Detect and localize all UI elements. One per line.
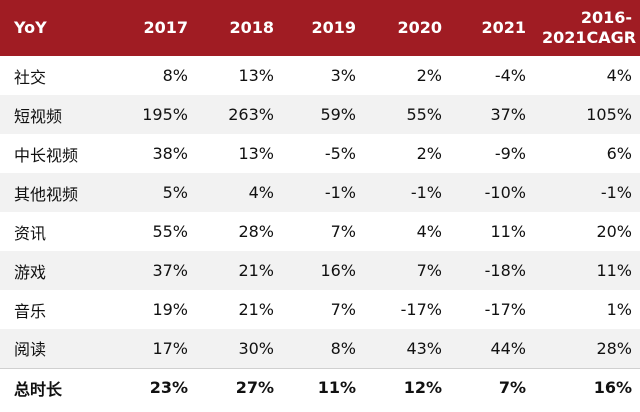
value-cell: 55% [152,222,188,241]
value-cell: 19% [152,300,188,319]
header-text: 2017 [143,18,188,37]
row-label-cell: 资讯 [14,223,47,243]
value-cell: 7% [330,222,356,241]
value-cell: 21% [238,300,274,319]
value-cell: 4% [416,222,442,241]
value-cell: 20% [596,222,632,241]
value-cell: 59% [320,105,356,124]
value-cell: 6% [606,144,632,163]
value-cell: -10% [484,183,526,202]
value-cell: 16% [320,261,356,280]
value-cell: 27% [235,378,274,398]
row-label-cell: 短视频 [14,106,63,126]
row-label-cell: 其他视频 [14,184,79,204]
value-cell: 13% [238,144,274,163]
header-text: 2018 [229,18,274,37]
header-text: 2020 [397,18,442,37]
header-cell-6: 2016- 2021CAGR [534,0,640,56]
table-header-row: YoY 2017 2018 2019 2020 2021 2016- 2021CAGR [0,0,640,56]
value-cell: 12% [403,378,442,398]
value-cell: 8% [162,66,188,85]
value-cell: 11% [317,378,356,398]
value-cell: 38% [152,144,188,163]
value-cell: 2% [416,66,442,85]
value-cell: 44% [490,338,526,358]
value-cell: 28% [238,222,274,241]
value-cell: 263% [228,105,274,124]
value-cell: 37% [490,105,526,124]
value-cell: 4% [606,66,632,85]
value-cell: -17% [484,300,526,319]
value-cell: -9% [494,144,526,163]
value-cell: 55% [406,105,442,124]
value-cell: -18% [484,261,526,280]
table-row: 社交 8% 13% 3% 2% -4% 4% [0,56,640,95]
value-cell: 11% [490,222,526,241]
value-cell: 7% [498,378,526,398]
header-cell-2: 2018 [196,0,282,56]
table-row: 阅读 17% 30% 8% 43% 44% 28% [0,329,640,368]
value-cell: 2% [416,144,442,163]
value-cell: -1% [600,183,632,202]
value-cell: 13% [238,66,274,85]
value-cell: 11% [596,261,632,280]
row-label-cell: 阅读 [14,340,47,360]
header-cell-3: 2019 [282,0,364,56]
header-cell-5: 2021 [450,0,534,56]
value-cell: 4% [248,183,274,202]
value-cell: 195% [142,105,188,124]
row-label-cell: 总时长 [14,379,63,399]
table-row: 其他视频 5% 4% -1% -1% -10% -1% [0,173,640,212]
table-body: 社交 8% 13% 3% 2% -4% 4% 短视频 195% 263% 59% 55% 37% 105%… [0,56,640,407]
value-cell: -17% [400,300,442,319]
table-row: 游戏 37% 21% 16% 7% -18% 11% [0,251,640,290]
value-cell: 17% [152,338,188,358]
value-cell: 28% [596,338,632,358]
row-label-cell: 社交 [14,67,47,87]
value-cell: 5% [162,183,188,202]
table-row: 短视频 195% 263% 59% 55% 37% 105% [0,95,640,134]
value-cell: -1% [324,183,356,202]
value-cell: 1% [606,300,632,319]
value-cell: 21% [238,261,274,280]
table-row: 音乐 19% 21% 7% -17% -17% 1% [0,290,640,329]
value-cell: -5% [324,144,356,163]
value-cell: 7% [330,300,356,319]
value-cell: 105% [586,105,632,124]
table-row: 中长视频 38% 13% -5% 2% -9% 6% [0,134,640,173]
value-cell: -4% [494,66,526,85]
value-cell: 30% [238,338,274,358]
value-cell: 23% [149,378,188,398]
table-row: 资讯 55% 28% 7% 4% 11% 20% [0,212,640,251]
header-cell-label: YoY [0,0,112,56]
header-text: YoY [14,18,47,37]
header-text: 2021CAGR [542,28,637,47]
value-cell: 8% [330,338,356,358]
header-cell-4: 2020 [364,0,450,56]
value-cell: 37% [152,261,188,280]
header-text: 2016- [580,8,632,27]
header-text: 2021 [481,18,526,37]
value-cell: 3% [330,66,356,85]
header-cell-1: 2017 [112,0,196,56]
table-total-row: 总时长 23% 27% 11% 12% 7% 16% [0,368,640,407]
value-cell: 7% [416,261,442,280]
row-label-cell: 音乐 [14,301,47,321]
header-text: 2019 [311,18,356,37]
value-cell: -1% [410,183,442,202]
row-label-cell: 游戏 [14,262,47,282]
row-label-cell: 中长视频 [14,145,79,165]
value-cell: 16% [593,378,632,398]
value-cell: 43% [406,338,442,358]
